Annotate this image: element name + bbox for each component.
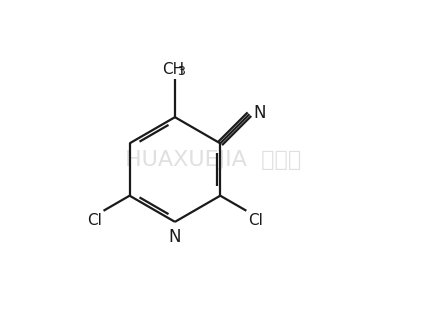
Text: N: N [169,228,181,245]
Text: Cl: Cl [87,213,102,228]
Text: CH: CH [162,61,184,76]
Text: HUAXUEJIA  化学加: HUAXUEJIA 化学加 [125,150,301,170]
Text: N: N [253,104,266,122]
Text: 3: 3 [177,65,184,78]
Text: Cl: Cl [248,213,263,228]
